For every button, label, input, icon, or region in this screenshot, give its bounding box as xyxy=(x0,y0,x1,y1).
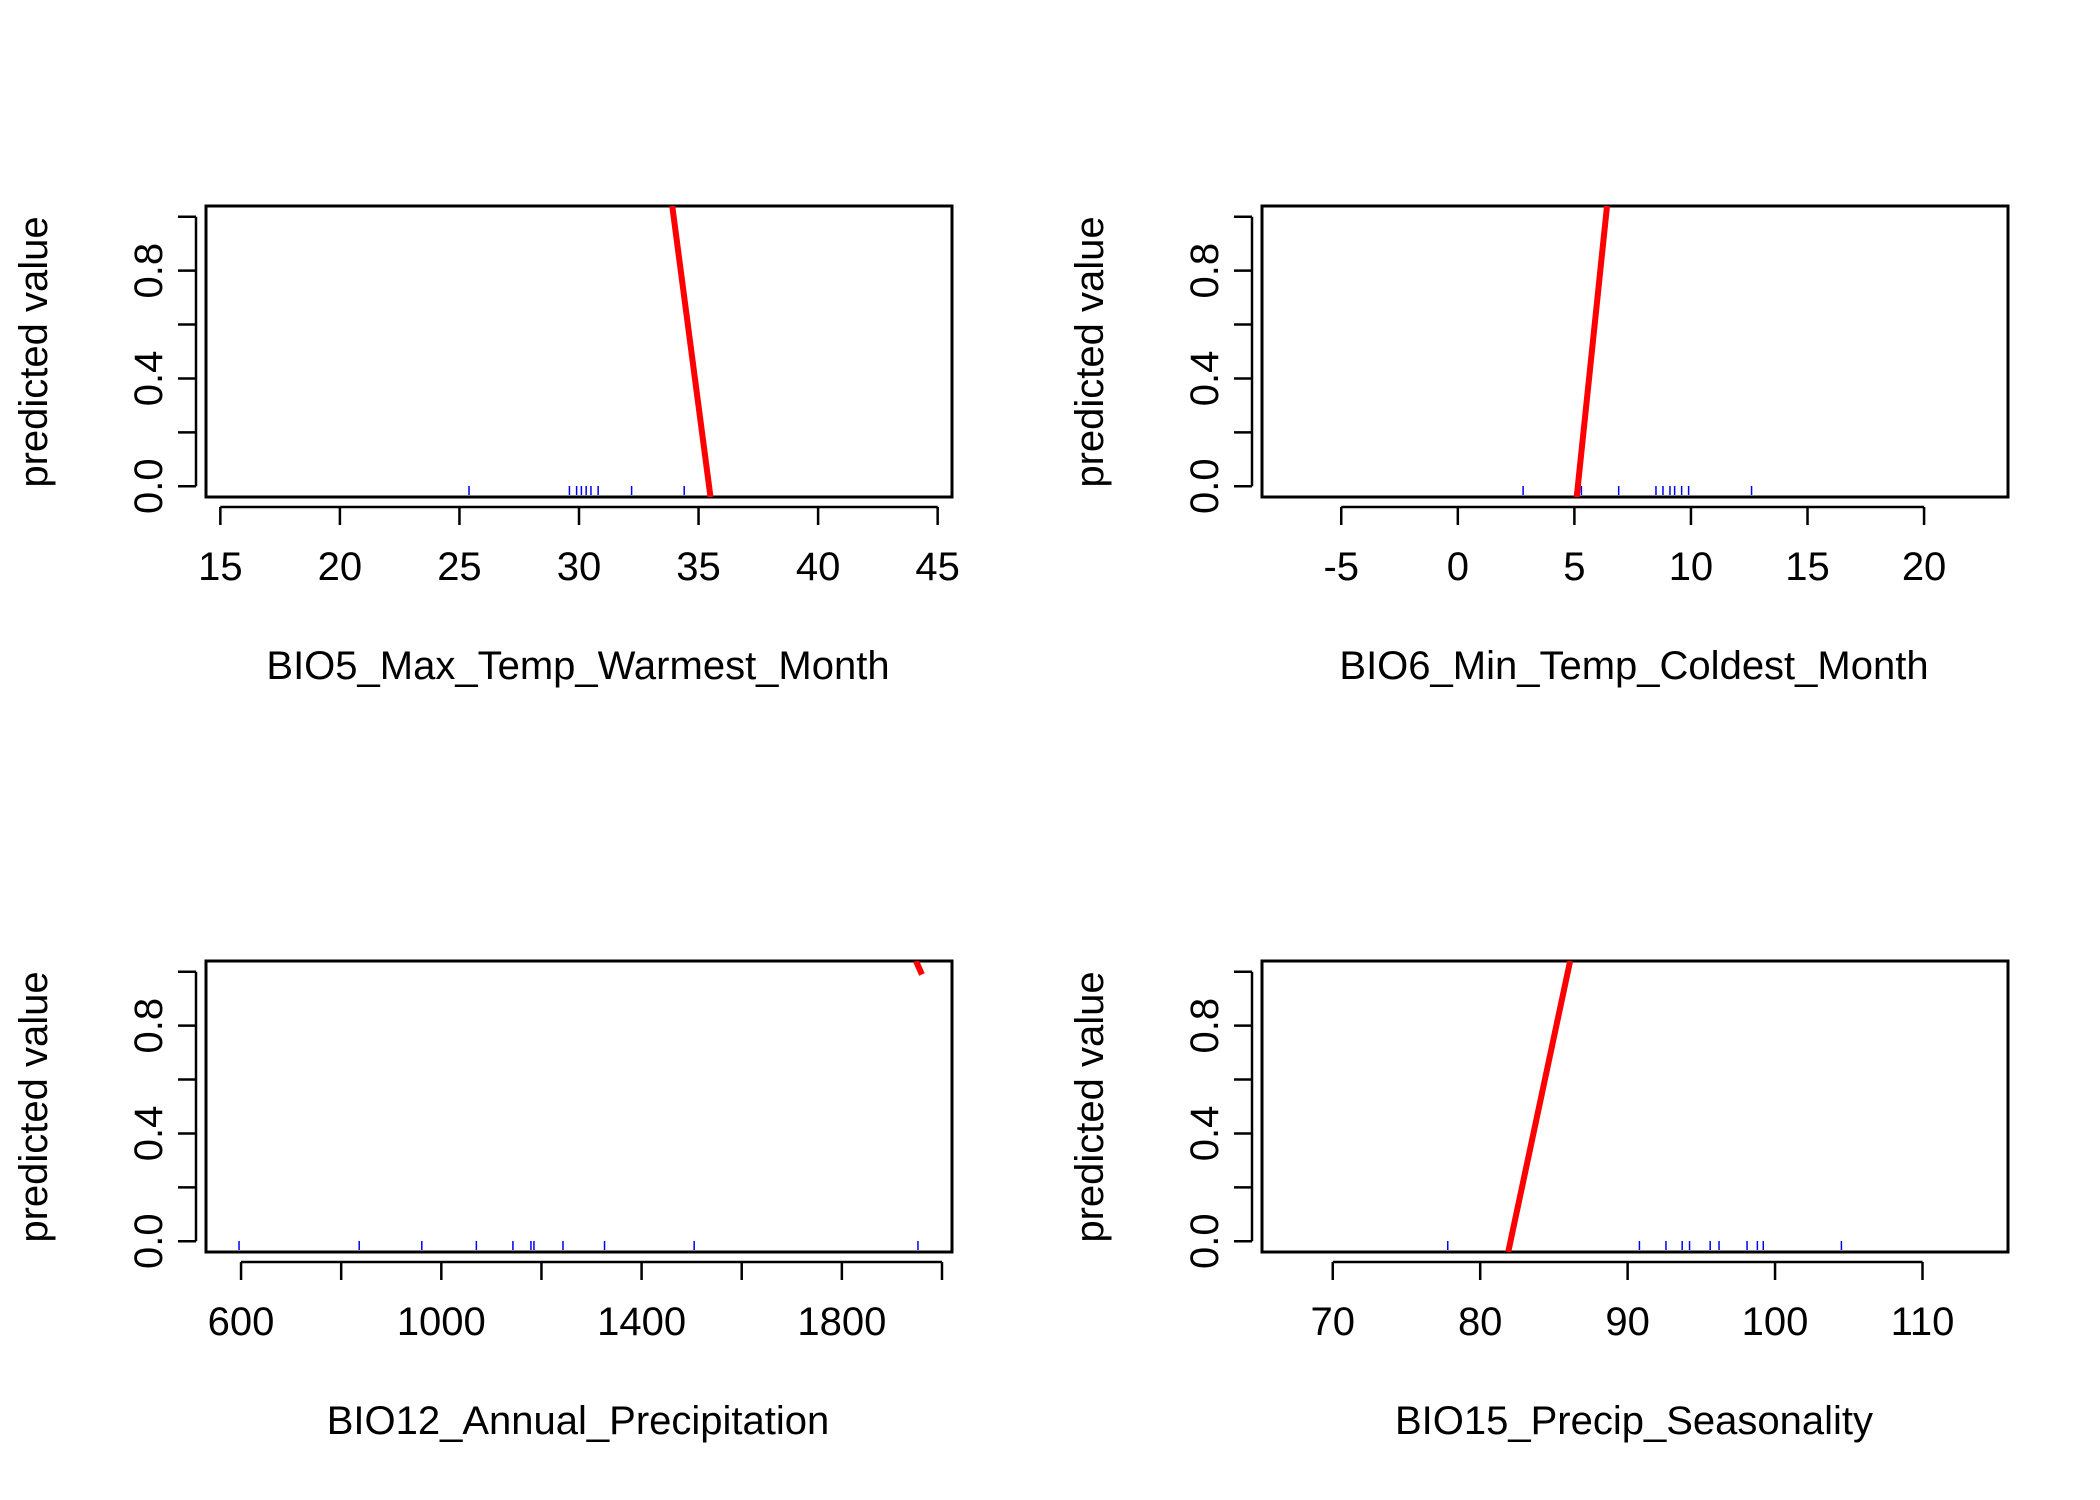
x-tick-label: 25 xyxy=(437,545,482,589)
panel-bio12-frame xyxy=(204,959,954,1254)
x-tick-label: 1000 xyxy=(397,1300,486,1344)
y-tick-label: 0.0 xyxy=(127,458,171,514)
panel-bio6: BIO6_Min_Temp_Coldest_Month predicted va… xyxy=(1068,204,2010,688)
y-tick-label: 0.4 xyxy=(127,1106,171,1162)
panel-bio15-frame xyxy=(1260,959,2010,1254)
x-tick-label: 20 xyxy=(318,545,363,589)
x-tick-label: 10 xyxy=(1669,545,1714,589)
panel-bio5-ylabel: predicted value xyxy=(12,216,56,487)
x-tick-label: 1800 xyxy=(797,1300,886,1344)
panel-bio15-ylabel: predicted value xyxy=(1068,971,1112,1242)
x-tick-label: 110 xyxy=(1891,1300,1955,1344)
x-tick-label: 0 xyxy=(1447,545,1469,589)
y-tick-label: 0.8 xyxy=(1183,998,1227,1054)
y-tick-label: 0.8 xyxy=(127,243,171,299)
x-tick-label: 15 xyxy=(1785,545,1830,589)
x-tick-label: 30 xyxy=(557,545,602,589)
panel-bio5: BIO5_Max_Temp_Warmest_Month predicted va… xyxy=(12,204,960,688)
panel-bio6-xlabel: BIO6_Min_Temp_Coldest_Month xyxy=(1339,644,1928,688)
x-tick-label: 70 xyxy=(1311,1300,1356,1344)
response-line xyxy=(669,206,714,497)
y-tick-label: 0.0 xyxy=(127,1213,171,1269)
panel-bio15-xlabel: BIO15_Precip_Seasonality xyxy=(1395,1399,1873,1443)
x-tick-label: 35 xyxy=(676,545,721,589)
y-tick-label: 0.4 xyxy=(1183,351,1227,407)
response-line xyxy=(1573,206,1611,497)
x-tick-label: 20 xyxy=(1902,545,1947,589)
panel-bio5-frame xyxy=(204,204,954,499)
x-tick-label: 40 xyxy=(796,545,841,589)
x-tick-label: 80 xyxy=(1458,1300,1503,1344)
panel-bio6-ylabel: predicted value xyxy=(1068,216,1112,487)
x-tick-label: 15 xyxy=(198,545,243,589)
y-tick-label: 0.0 xyxy=(1183,458,1227,514)
panel-bio12-xlabel: BIO12_Annual_Precipitation xyxy=(327,1399,830,1443)
x-tick-label: 90 xyxy=(1605,1300,1650,1344)
y-tick-label: 0.4 xyxy=(127,351,171,407)
y-tick-label: 0.4 xyxy=(1183,1106,1227,1162)
x-tick-label: -5 xyxy=(1323,545,1359,589)
y-tick-label: 0.8 xyxy=(127,998,171,1054)
x-tick-label: 5 xyxy=(1563,545,1585,589)
x-tick-label: 45 xyxy=(915,545,960,589)
panel-bio12: BIO12_Annual_Precipitation predicted val… xyxy=(12,959,954,1443)
response-line xyxy=(1505,961,1574,1252)
x-tick-label: 100 xyxy=(1742,1300,1809,1344)
panel-bio5-xlabel: BIO5_Max_Temp_Warmest_Month xyxy=(266,644,889,688)
panel-bio15: BIO15_Precip_Seasonality predicted value… xyxy=(1068,959,2010,1443)
panel-bio6-frame xyxy=(1260,204,2010,499)
x-tick-label: 1400 xyxy=(597,1300,686,1344)
y-tick-label: 0.8 xyxy=(1183,243,1227,299)
x-tick-label: 600 xyxy=(208,1300,275,1344)
response-line xyxy=(913,961,925,976)
panel-bio12-ylabel: predicted value xyxy=(12,971,56,1242)
y-tick-label: 0.0 xyxy=(1183,1213,1227,1269)
